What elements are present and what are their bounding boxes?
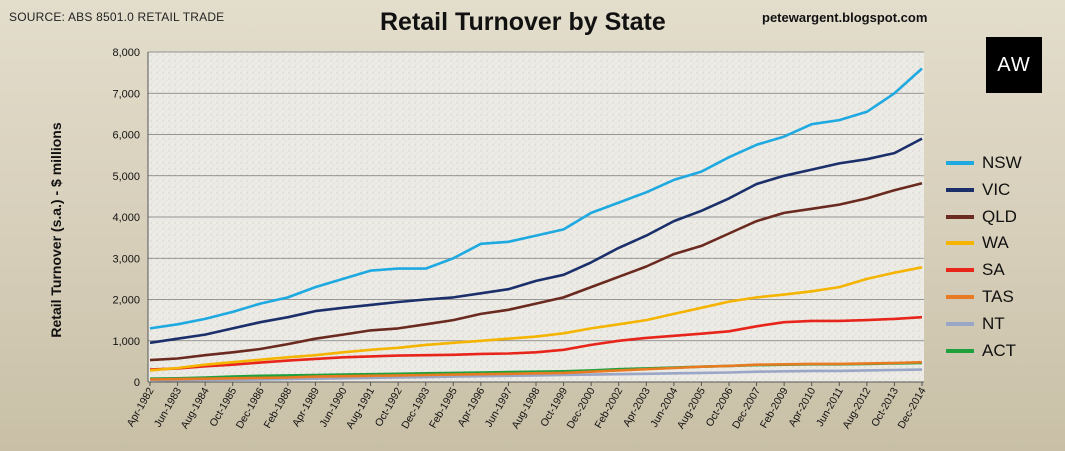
- legend-swatch: [946, 161, 974, 165]
- legend-item-tas: TAS: [946, 284, 1056, 311]
- legend-label: NSW: [982, 153, 1022, 172]
- y-tick-label: 5,000: [112, 171, 140, 183]
- legend-label: SA: [982, 260, 1005, 280]
- legend-label: NT: [982, 313, 1005, 333]
- y-tick-label: 8,000: [112, 47, 140, 59]
- blog-credit: petewargent.blogspot.com: [762, 10, 928, 25]
- legend-label: TAS: [982, 286, 1014, 306]
- series-line-qld: [149, 181, 923, 362]
- legend-item-vic: VIC: [946, 177, 1056, 204]
- legend-swatch: [946, 348, 974, 353]
- y-tick-label: 1,000: [112, 336, 140, 348]
- series-line-vic: [149, 137, 923, 345]
- legend-label: VIC: [982, 179, 1011, 199]
- y-tick-label: 0: [134, 377, 140, 389]
- y-tick-label: 4,000: [112, 212, 140, 224]
- legend-item-wa: WA: [946, 230, 1056, 257]
- y-tick-label: 3,000: [112, 253, 140, 265]
- legend-swatch: [946, 214, 974, 219]
- legend-item-nt: NT: [946, 311, 1056, 338]
- y-tick-label: 2,000: [112, 295, 140, 307]
- aw-logo: AW: [986, 37, 1042, 93]
- series-line-tas: [149, 360, 923, 381]
- legend-label: WA: [982, 233, 1009, 253]
- y-tick-label: 6,000: [112, 130, 140, 142]
- legend-item-act: ACT: [946, 338, 1056, 365]
- y-tick-label: 7,000: [112, 88, 140, 100]
- series-line-wa: [149, 266, 923, 372]
- chart-title: Retail Turnover by State: [380, 8, 666, 36]
- legend-swatch: [946, 187, 974, 192]
- legend-swatch: [946, 241, 974, 246]
- series-line-nsw: [149, 67, 923, 330]
- legend-swatch: [946, 321, 974, 326]
- legend-label: ACT: [982, 340, 1016, 360]
- legend-label: QLD: [982, 206, 1017, 226]
- legend-swatch: [946, 268, 974, 273]
- legend-item-sa: SA: [946, 257, 1056, 284]
- legend: NSW VIC QLD WA SA TAS NT ACT: [946, 150, 1056, 364]
- legend-item-qld: QLD: [946, 204, 1056, 231]
- legend-swatch: [946, 294, 974, 299]
- legend-item-nsw: NSW: [946, 150, 1056, 177]
- source-note: SOURCE: ABS 8501.0 RETAIL TRADE: [9, 10, 225, 24]
- logo-text: AW: [997, 53, 1031, 76]
